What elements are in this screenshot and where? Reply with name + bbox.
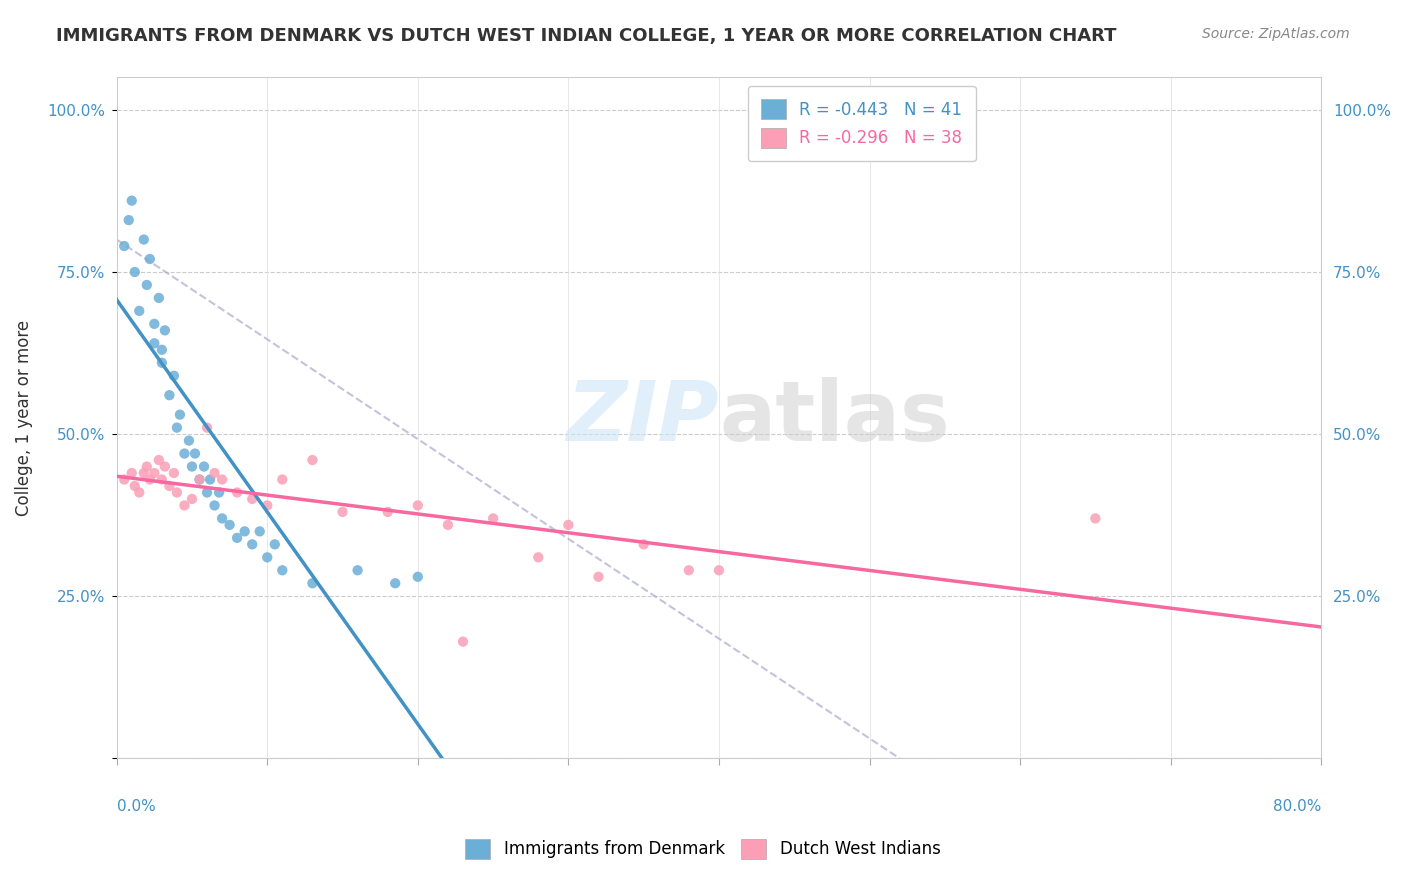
Point: [184, 446, 207, 460]
Point: [121, 194, 143, 208]
Point: [135, 459, 157, 474]
Point: [169, 408, 191, 422]
Point: [193, 459, 215, 474]
Point: [112, 473, 135, 487]
Point: [150, 356, 173, 370]
Point: [1084, 511, 1107, 525]
Text: ZIP: ZIP: [567, 377, 718, 458]
Point: [153, 459, 176, 474]
Point: [678, 563, 700, 577]
Point: [249, 524, 271, 539]
Point: [557, 517, 579, 532]
Point: [240, 537, 263, 551]
Point: [198, 473, 221, 487]
Point: [132, 233, 155, 247]
Point: [527, 550, 550, 565]
Point: [406, 499, 429, 513]
Point: [148, 453, 170, 467]
Point: [150, 343, 173, 357]
Point: [112, 239, 135, 253]
Point: [121, 466, 143, 480]
Legend: Immigrants from Denmark, Dutch West Indians: Immigrants from Denmark, Dutch West Indi…: [458, 832, 948, 866]
Y-axis label: College, 1 year or more: College, 1 year or more: [15, 320, 32, 516]
Point: [451, 634, 474, 648]
Point: [346, 563, 368, 577]
Point: [482, 511, 505, 525]
Point: [128, 304, 150, 318]
Point: [384, 576, 406, 591]
Text: 0.0%: 0.0%: [117, 799, 156, 814]
Point: [437, 517, 460, 532]
Point: [633, 537, 655, 551]
Point: [163, 466, 186, 480]
Point: [188, 473, 211, 487]
Point: [204, 499, 226, 513]
Point: [124, 265, 146, 279]
Point: [195, 485, 218, 500]
Point: [177, 434, 200, 448]
Point: [143, 466, 166, 480]
Point: [173, 499, 195, 513]
Point: [208, 485, 231, 500]
Point: [166, 485, 188, 500]
Point: [377, 505, 399, 519]
Point: [707, 563, 730, 577]
Point: [157, 479, 180, 493]
Point: [153, 323, 176, 337]
Point: [211, 473, 233, 487]
Text: 80.0%: 80.0%: [1272, 799, 1322, 814]
Point: [226, 531, 249, 545]
Point: [332, 505, 354, 519]
Point: [163, 368, 186, 383]
Point: [271, 473, 294, 487]
Point: [181, 459, 204, 474]
Text: Source: ZipAtlas.com: Source: ZipAtlas.com: [1202, 27, 1350, 41]
Point: [301, 576, 323, 591]
Point: [301, 453, 323, 467]
Text: atlas: atlas: [718, 377, 949, 458]
Legend: R = -0.443   N = 41, R = -0.296   N = 38: R = -0.443 N = 41, R = -0.296 N = 38: [748, 86, 976, 161]
Point: [139, 473, 162, 487]
Point: [211, 511, 233, 525]
Point: [256, 499, 278, 513]
Point: [256, 550, 278, 565]
Point: [157, 388, 180, 402]
Point: [263, 537, 285, 551]
Point: [218, 517, 240, 532]
Point: [226, 485, 249, 500]
Point: [150, 473, 173, 487]
Point: [118, 213, 141, 227]
Point: [143, 336, 166, 351]
Text: IMMIGRANTS FROM DENMARK VS DUTCH WEST INDIAN COLLEGE, 1 YEAR OR MORE CORRELATION: IMMIGRANTS FROM DENMARK VS DUTCH WEST IN…: [56, 27, 1116, 45]
Point: [143, 317, 166, 331]
Point: [588, 570, 610, 584]
Point: [188, 473, 211, 487]
Point: [132, 466, 155, 480]
Point: [135, 277, 157, 292]
Point: [195, 420, 218, 434]
Point: [406, 570, 429, 584]
Point: [240, 491, 263, 506]
Point: [166, 420, 188, 434]
Point: [271, 563, 294, 577]
Point: [181, 491, 204, 506]
Point: [124, 479, 146, 493]
Point: [139, 252, 162, 266]
Point: [173, 446, 195, 460]
Point: [233, 524, 256, 539]
Point: [148, 291, 170, 305]
Point: [204, 466, 226, 480]
Point: [128, 485, 150, 500]
